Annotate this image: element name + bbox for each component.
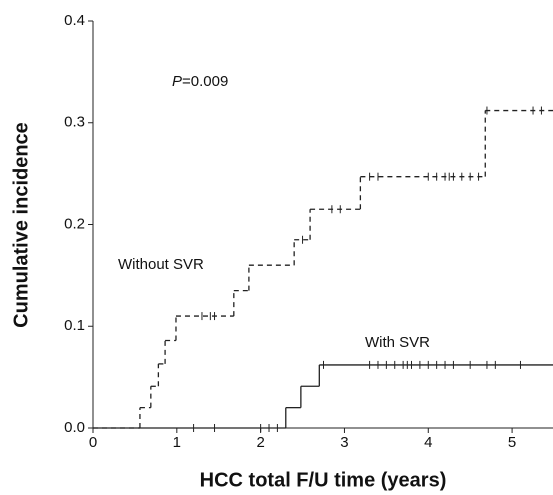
x-tick-label: 5 [508,434,516,451]
p-symbol: P [172,73,182,90]
series-label: With SVR [365,334,430,351]
x-axis-title: HCC total F/U time (years) [200,469,447,491]
p-value: P=0.009 [172,73,228,90]
y-tick-label: 0.0 [64,419,85,436]
x-tick-label: 3 [340,434,348,451]
x-tick-label: 4 [424,434,432,451]
y-tick-label: 0.4 [64,12,85,29]
x-tick-label: 0 [89,434,97,451]
y-tick-label: 0.3 [64,114,85,131]
y-tick-label: 0.2 [64,215,85,232]
series-label: Without SVR [118,256,204,273]
p-text: =0.009 [182,73,228,90]
y-tick-label: 0.1 [64,317,85,334]
x-tick-label: 2 [256,434,264,451]
x-tick-label: 1 [173,434,181,451]
y-axis-title: Cumulative incidence [10,122,32,328]
